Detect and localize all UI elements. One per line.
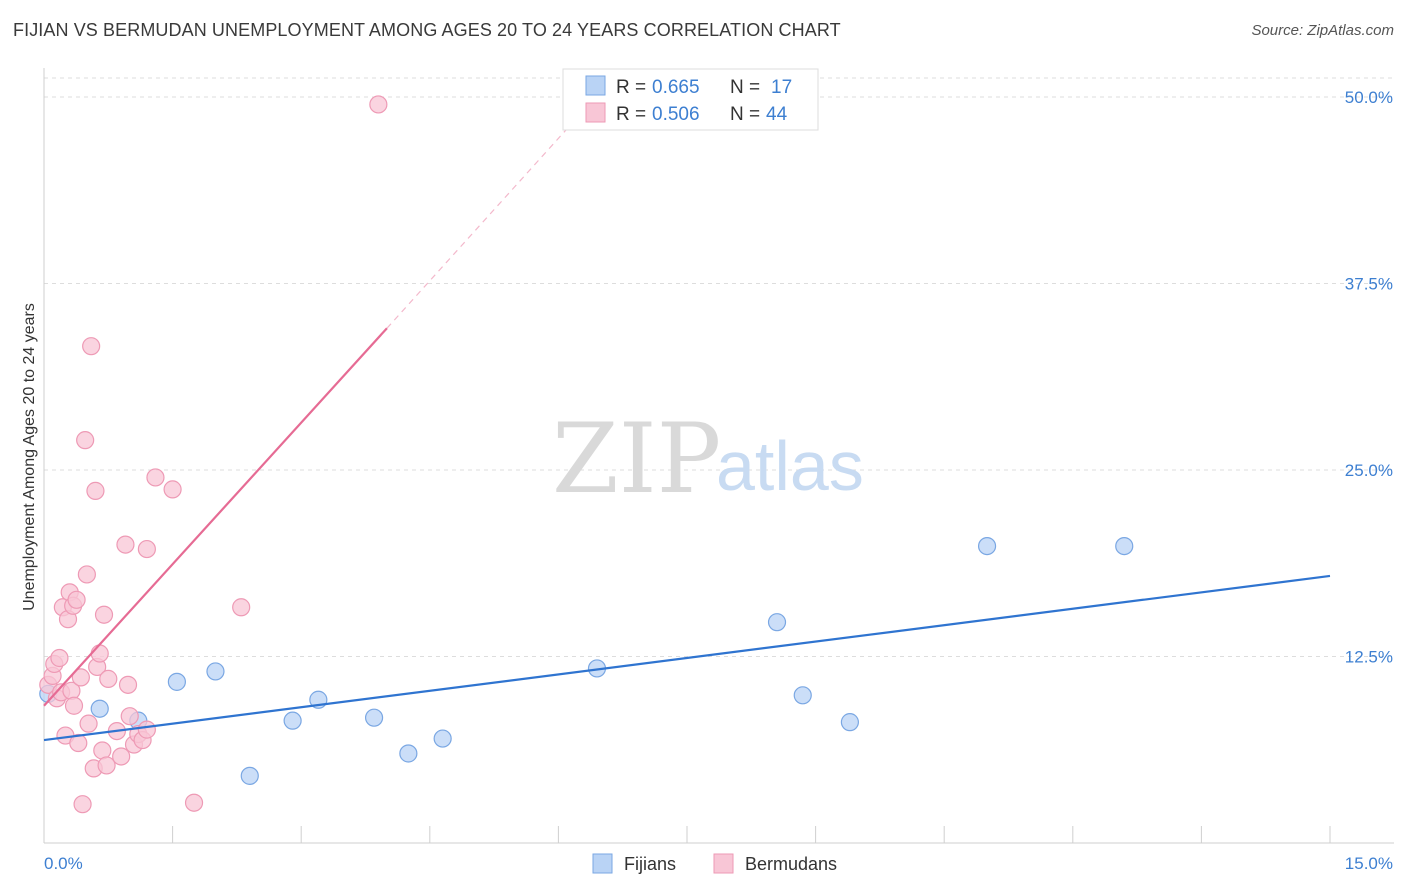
grid-layer [44,77,1394,657]
bermudans-point [82,337,101,356]
legend-n-label-fijians: N = [730,77,760,98]
fijians-point [167,672,186,691]
bermudans-point [116,535,135,554]
fijians-point [206,662,225,681]
legend-r-value-fijians: 0.665 [652,77,700,98]
legend-r-label-fijians: R = [616,77,646,98]
legend-n-value-fijians: 17 [771,77,792,98]
fijians-point [767,613,787,632]
axis-layer [43,68,1394,844]
bermudans-point [73,795,92,814]
bermudans-point [232,598,251,617]
bottom-legend-swatch-bermudans [713,853,734,874]
bermudans-point [94,605,114,624]
fijians-point [1115,536,1134,556]
x-tick-label-min: 0.0% [44,854,83,873]
bermudans-point [69,733,88,753]
watermark-atlas: atlas [716,427,864,505]
legend-r-label-bermudans: R = [616,104,646,125]
legend-n-value-bermudans: 44 [766,104,788,125]
watermark: ZIP atlas [552,403,864,515]
fijians-point [840,713,859,732]
fijians-point [283,711,302,730]
bermudans-point [184,793,204,812]
bottom-legend-label-fijians: Fijians [624,854,676,874]
fijians-point [977,536,997,556]
bermudans-point [77,565,96,584]
source-note: Source: ZipAtlas.com [1251,22,1394,39]
x-tick-label-max: 15.0% [1345,854,1393,873]
watermark-zip: ZIP [552,403,721,515]
bermudans-trend-line [43,327,388,707]
bermudans-point [137,720,156,739]
fijians-trend-line [43,574,1331,742]
bermudans-point [120,707,139,726]
bermudans-point [90,644,109,663]
fijians-point [364,708,384,727]
y-tick-label: 12.5% [1345,648,1393,667]
bermudans-point [99,669,118,688]
bermudans-point [93,741,112,760]
chart-title: FIJIAN VS BERMUDAN UNEMPLOYMENT AMONG AG… [13,20,841,40]
legend-swatch-fijians [585,75,606,96]
bermudans-point [369,95,388,114]
bermudans-point [137,539,156,559]
fijians-point [399,744,418,763]
bermudans-point [50,648,69,668]
bermudans-point [79,714,98,733]
bottom-legend-label-bermudans: Bermudans [745,854,837,874]
top-legend: R = 0.665 N = 17 R = 0.506 N = 44 [562,68,819,131]
bottom-legend-swatch-fijians [592,853,613,874]
legend-swatch-bermudans [585,102,606,123]
bermudans-point [71,668,90,687]
trend-layer [43,118,1331,742]
bermudans-point [97,756,116,775]
legend-r-value-bermudans: 0.506 [652,104,700,125]
bermudans-point [64,696,84,715]
fijians-point [793,686,812,705]
bermudans-trend-extension [386,118,576,329]
fijians-point [240,766,259,785]
legend-n-label-bermudans: N = [730,104,760,125]
fijians-point [433,729,452,748]
bermudans-point [67,590,86,609]
fijians-point [90,699,109,718]
y-tick-label: 50.0% [1345,88,1393,107]
points-layer [39,95,1134,814]
tick-label-layer: 0.0% 15.0% 12.5% 25.0% 37.5% 50.0% [44,88,1393,873]
bermudans-point [86,481,105,500]
bermudans-point [76,431,95,450]
bermudans-point [112,747,131,766]
y-tick-label: 37.5% [1345,275,1393,294]
y-tick-label: 25.0% [1345,461,1393,480]
bermudans-point [163,480,182,499]
bermudans-point [118,675,138,694]
bermudans-point [146,468,165,487]
bottom-legend: Fijians Bermudans [592,853,837,874]
